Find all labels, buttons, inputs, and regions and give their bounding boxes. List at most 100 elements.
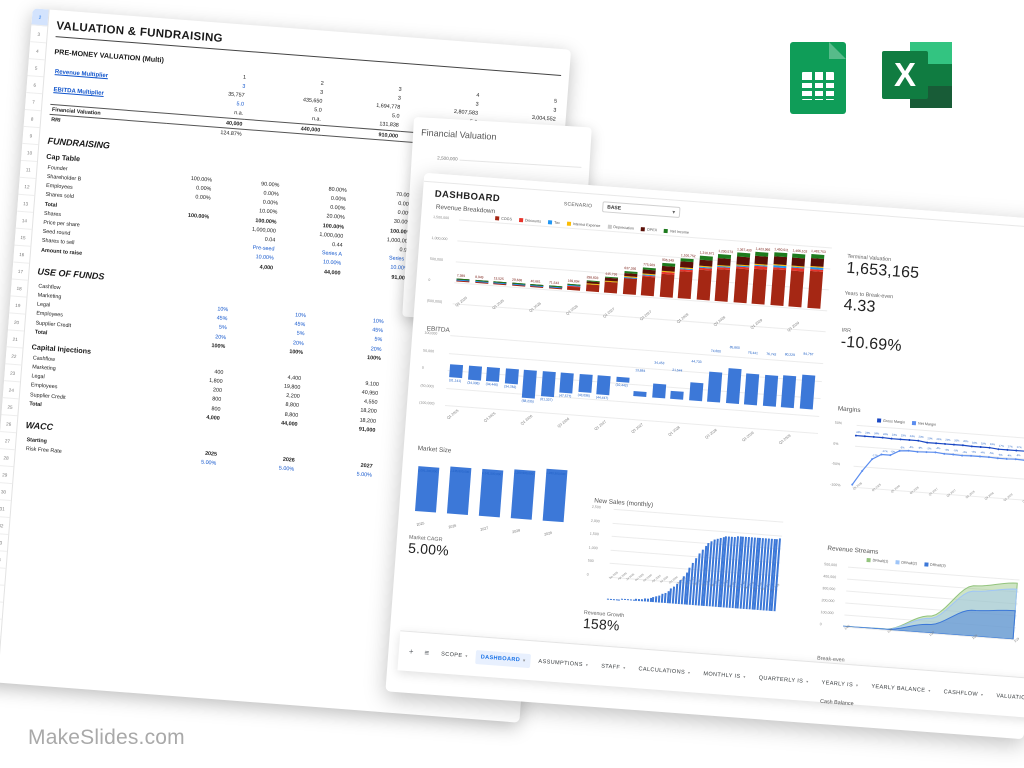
row-number[interactable]: 28	[0, 448, 15, 468]
row-number[interactable]: 9	[22, 126, 40, 146]
x-tick-label: Q3 2028	[704, 428, 718, 440]
sheet-tab-label: YEARLY IS	[821, 679, 854, 688]
row-number[interactable]: 30	[0, 482, 13, 502]
row-number[interactable]: 4	[28, 42, 47, 61]
row-number[interactable]: 31	[0, 499, 11, 519]
row-number[interactable]: 6	[26, 76, 44, 95]
row-number[interactable]: 21	[6, 330, 24, 349]
data-label: 637,356	[624, 265, 637, 271]
chevron-down-icon[interactable]: ▾	[622, 665, 626, 671]
chevron-down-icon[interactable]: ▾	[855, 682, 859, 688]
scenario-dropdown[interactable]: BASE ▾	[601, 201, 681, 219]
sheet-tab-staff[interactable]: STAFF ▾	[596, 659, 631, 676]
sheet-tab-label: VALUATION	[996, 692, 1024, 702]
data-label: 936,249	[661, 257, 675, 263]
sheet-tab-scope[interactable]: SCOPE ▾	[436, 647, 474, 664]
row-number[interactable]: 26	[0, 415, 18, 434]
row-number[interactable]: 11	[19, 160, 37, 180]
chevron-down-icon[interactable]: ▾	[928, 688, 931, 694]
sheet-tab-yearly-is[interactable]: YEARLY IS ▾	[816, 675, 864, 692]
x-tick-label: Q1 2029	[749, 318, 764, 330]
sheet-tab-assumptions[interactable]: ASSUMPTIONS ▾	[533, 654, 594, 672]
chevron-down-icon[interactable]: ▾	[687, 670, 691, 676]
row-number[interactable]: 24	[2, 381, 20, 400]
row-number[interactable]: 7	[24, 93, 43, 112]
sheet-tab-label: DASHBOARD	[480, 653, 521, 663]
row-number[interactable]: 8	[23, 109, 41, 129]
data-point	[943, 452, 946, 455]
legend-swatch-icon	[640, 227, 646, 232]
data-point	[899, 438, 902, 441]
row-number[interactable]: 29	[0, 465, 14, 485]
data-label: 21,544	[672, 367, 683, 373]
row-number[interactable]: 27	[0, 432, 17, 451]
bar-segment	[714, 269, 731, 303]
data-label: (68,235)	[521, 398, 534, 404]
sheet-tab-monthly-is[interactable]: MONTHLY IS ▾	[698, 666, 751, 684]
row-number[interactable]: 10	[20, 143, 39, 163]
data-point	[889, 454, 892, 457]
row-number[interactable]: 33	[0, 533, 9, 552]
chevron-down-icon[interactable]: ▾	[806, 678, 809, 685]
row-number[interactable]: 22	[5, 347, 23, 366]
row-number[interactable]: 3	[30, 25, 48, 44]
sheet-tab-cashflow[interactable]: CASHFLOW ▾	[938, 684, 989, 702]
y-tick-label: 1,500	[589, 531, 599, 537]
chevron-down-icon[interactable]: ▾	[465, 653, 468, 659]
dashboard-card[interactable]: DASHBOARD SCENARIO BASE ▾ Revenue Breakd…	[385, 172, 1024, 740]
x-tick-label: Q3 2029	[786, 320, 801, 333]
chevron-down-icon[interactable]: ▾	[980, 692, 984, 698]
data-point	[935, 442, 938, 445]
bar	[623, 599, 627, 601]
data-label: (31,141)	[448, 378, 462, 384]
chevron-down-icon[interactable]: ▾	[522, 657, 526, 663]
sheet-tab-yearly-balance[interactable]: YEARLY BALANCE ▾	[866, 679, 936, 698]
margins-legend: Gross Margin Net Margin	[876, 418, 936, 427]
row-number[interactable]: 16	[13, 245, 31, 264]
sheet-tab-label: ASSUMPTIONS	[538, 658, 584, 668]
data-point	[861, 469, 864, 472]
sheet-tab-valuation[interactable]: VALUATION▾	[991, 688, 1024, 706]
row-number[interactable]: 23	[3, 364, 22, 383]
x-tick-label: 2027	[479, 526, 489, 532]
bar-segment	[622, 278, 637, 296]
row-number[interactable]: 2	[31, 8, 49, 27]
add-sheet-icon[interactable]: +	[408, 647, 414, 657]
data-point	[944, 442, 947, 445]
chevron-down-icon[interactable]: ▾	[585, 662, 589, 668]
row-number[interactable]: 20	[7, 313, 26, 332]
legend-label: Gross Margin	[882, 418, 906, 425]
sheet-tab-dashboard[interactable]: DASHBOARD ▾	[475, 649, 531, 668]
bar-segment	[755, 251, 769, 258]
data-label: (34,336)	[467, 380, 480, 386]
row-number[interactable]: 32	[0, 516, 10, 535]
legend-item: COGS	[495, 216, 512, 221]
data-point	[890, 437, 893, 440]
all-sheets-menu-icon[interactable]: ≡	[424, 648, 430, 658]
bar-segment	[696, 269, 712, 301]
data-point	[925, 451, 928, 454]
dashboard-title: DASHBOARD	[434, 188, 501, 205]
row-number[interactable]: 19	[9, 296, 27, 315]
chevron-down-icon[interactable]: ▾	[743, 674, 746, 680]
row-number[interactable]: 17	[11, 262, 30, 281]
row-number[interactable]: 13	[17, 194, 35, 213]
y-tick-label: 1,000	[588, 545, 598, 551]
data-point	[934, 451, 937, 454]
legend-item: DRhalt(3)	[923, 562, 946, 568]
sheet-tab-calculations[interactable]: CALCULATIONS ▾	[633, 661, 696, 680]
row-number[interactable]: 18	[10, 279, 28, 298]
x-tick-label: Q1 2028	[667, 425, 681, 437]
legend-item: DRhalt(1)	[866, 558, 888, 564]
x-tick-label: Q3 2029	[778, 433, 792, 446]
row-number[interactable]: 15	[14, 228, 32, 247]
bar-segment	[735, 256, 750, 266]
data-point	[979, 446, 982, 449]
row-number[interactable]: 5	[27, 59, 45, 78]
data-label: 13,525	[493, 276, 504, 282]
sheet-tab-quarterly-is[interactable]: QUARTERLY IS ▾	[753, 670, 814, 688]
row-number[interactable]: 12	[18, 177, 36, 196]
row-number[interactable]: 25	[1, 398, 19, 417]
data-point	[987, 456, 990, 459]
row-number[interactable]: 14	[15, 211, 33, 230]
